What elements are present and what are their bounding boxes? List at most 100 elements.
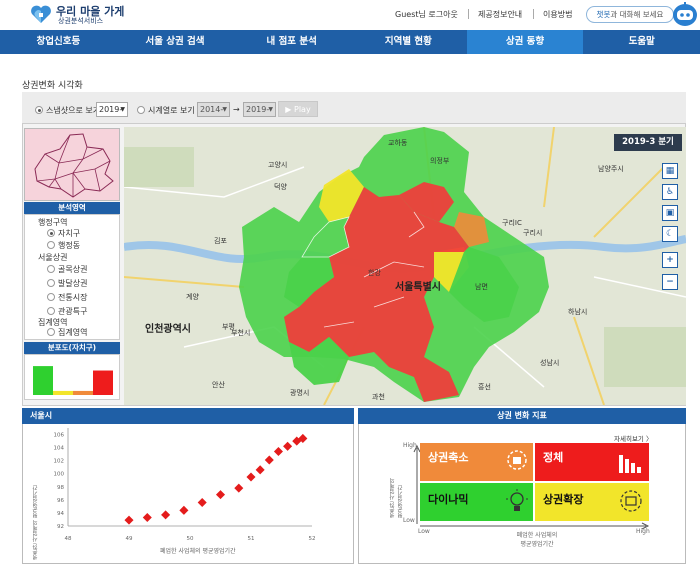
map-label: 덕양: [274, 183, 287, 191]
scatter-ylabel: 생존한 사업체의 평균영업기간: [33, 485, 39, 560]
quadrant-label: 상권축소: [428, 451, 469, 464]
option-label[interactable]: 행정동: [58, 241, 81, 250]
scatter-point: [124, 515, 134, 525]
night-mode-icon[interactable]: ☾: [662, 226, 678, 242]
quadrant-label: 상권확장: [543, 493, 584, 506]
option-label[interactable]: 발달상권: [58, 279, 88, 288]
pedestrian-icon[interactable]: ♿: [662, 184, 678, 200]
provider-info-link[interactable]: 제공정보안내: [478, 10, 523, 19]
scatter-point: [255, 465, 265, 475]
map-label: 계양: [186, 293, 199, 301]
zoom-in-icon[interactable]: +: [662, 252, 678, 268]
distribution-bar: [73, 390, 93, 395]
x-axis-arrow-icon: [420, 522, 650, 530]
usage-link[interactable]: 이용방법: [543, 10, 573, 19]
scatter-point: [264, 455, 274, 465]
period-badge: 2019-3 분기: [614, 134, 682, 151]
y-tick-label: 94: [57, 511, 64, 517]
option-label[interactable]: 골목상권: [58, 265, 88, 274]
map-label: 한강: [368, 269, 381, 277]
axis-high-x: High: [636, 528, 650, 535]
option-label[interactable]: 관광특구: [58, 307, 88, 316]
x-tick-label: 49: [126, 536, 133, 542]
chatbot-text: 과 대화해 보세요: [610, 10, 664, 19]
map[interactable]: [124, 127, 686, 405]
quadrant-dynamic[interactable]: 다이나믹: [420, 483, 533, 521]
scatter-point: [283, 441, 293, 451]
y-axis-arrow-icon: [413, 444, 421, 524]
quadrant-stagnation[interactable]: 정체: [535, 443, 649, 481]
scatter-xlabel: 폐업한 사업체의 평균영업기간: [160, 548, 236, 555]
logo-title[interactable]: 우리 마을 가게: [56, 5, 125, 18]
main-nav: 창업신호등 서울 상권 검색 내 점포 분석 지역별 현황 상권 동향 도움말: [0, 30, 700, 54]
nav-item-store-analysis[interactable]: 내 점포 분석: [266, 36, 317, 47]
group-title: 행정구역: [38, 218, 68, 227]
option-radio-developed[interactable]: [47, 279, 55, 287]
snapshot-year-select[interactable]: 2019- ▼: [96, 102, 128, 117]
y-tick-label: 106: [54, 433, 65, 439]
quadrant-expansion[interactable]: 상권확장: [535, 483, 649, 521]
layers-icon[interactable]: ▣: [662, 205, 678, 221]
lightbulb-icon: [506, 489, 528, 511]
map-label: 교하동: [388, 139, 408, 147]
chatbot-icon[interactable]: [672, 1, 698, 27]
mini-map[interactable]: [24, 128, 120, 201]
scatter-point: [273, 446, 283, 457]
page-title: 상권변화 시각화: [22, 81, 83, 91]
group-title: 집계영역: [38, 318, 68, 327]
logout-link[interactable]: Guest님 로그아웃: [395, 10, 458, 19]
map-label: 흥선: [478, 383, 491, 391]
to-year-value: 2019-: [246, 105, 270, 114]
logo-icon[interactable]: [30, 4, 52, 24]
map-label: 의정부: [430, 157, 450, 165]
analysis-area-box: [24, 214, 120, 340]
declining-bars-icon: [619, 455, 641, 473]
x-tick-label: 51: [248, 536, 255, 542]
option-label[interactable]: 전통시장: [58, 293, 88, 302]
option-radio-market[interactable]: [47, 293, 55, 301]
nav-item-help[interactable]: 도움말: [628, 36, 655, 47]
option-label[interactable]: 집계영역: [58, 328, 88, 337]
expanding-store-icon: [620, 490, 642, 512]
snapshot-label[interactable]: 스냅샷으로 보기: [46, 106, 101, 115]
quadrant-label: 다이나믹: [428, 493, 469, 506]
nav-item-commercial-trends[interactable]: 상권 동향: [466, 30, 584, 54]
scatter-point: [215, 490, 226, 500]
distribution-bars: [33, 366, 113, 395]
timeseries-label[interactable]: 시계열로 보기: [148, 106, 195, 115]
map-view-icon[interactable]: ▦: [662, 163, 678, 179]
from-year-select[interactable]: 2014- ▼: [197, 102, 230, 117]
map-label: 구리IC: [502, 219, 522, 227]
nav-item-startup-signal[interactable]: 창업신호등: [36, 36, 81, 47]
map-label: 인천광역시: [145, 324, 191, 335]
map-label: 김포: [214, 237, 227, 245]
x-tick-label: 52: [309, 536, 316, 542]
scatter-panel: [22, 408, 354, 564]
zoom-out-icon[interactable]: −: [662, 274, 678, 290]
nav-item-regional-status[interactable]: 지역별 현황: [384, 36, 432, 47]
scatter-point: [179, 505, 189, 515]
mini-map-districts: [34, 133, 114, 198]
to-year-select[interactable]: 2019- ▼: [243, 102, 276, 117]
timeseries-radio[interactable]: [137, 106, 145, 114]
play-button[interactable]: ▶ Play: [278, 101, 318, 117]
option-radio-alley[interactable]: [47, 265, 55, 273]
chatbot-button[interactable]: 챗봇과 대화해 보세요: [586, 6, 674, 23]
option-radio-aggregate[interactable]: [47, 328, 55, 336]
group-title: 서울상권: [38, 253, 68, 262]
option-radio-district[interactable]: [47, 229, 55, 237]
axis-low-x: Low: [418, 528, 430, 535]
distribution-bar: [93, 370, 113, 395]
x-tick-label: 50: [187, 536, 194, 542]
chevron-down-icon: ▼: [268, 106, 273, 113]
snapshot-radio[interactable]: [35, 106, 43, 114]
more-link[interactable]: 자세히보기 〉: [614, 435, 653, 443]
map-label: 구리시: [523, 229, 543, 237]
map-label: 서울특별시: [395, 282, 441, 293]
nav-item-commercial-search[interactable]: 서울 상권 검색: [145, 36, 205, 47]
quadrant-contraction[interactable]: 상권축소: [420, 443, 533, 481]
option-radio-dong[interactable]: [47, 241, 55, 249]
option-radio-tourism[interactable]: [47, 307, 55, 315]
option-label[interactable]: 자치구: [58, 229, 81, 238]
y-tick-label: 104: [54, 446, 65, 452]
